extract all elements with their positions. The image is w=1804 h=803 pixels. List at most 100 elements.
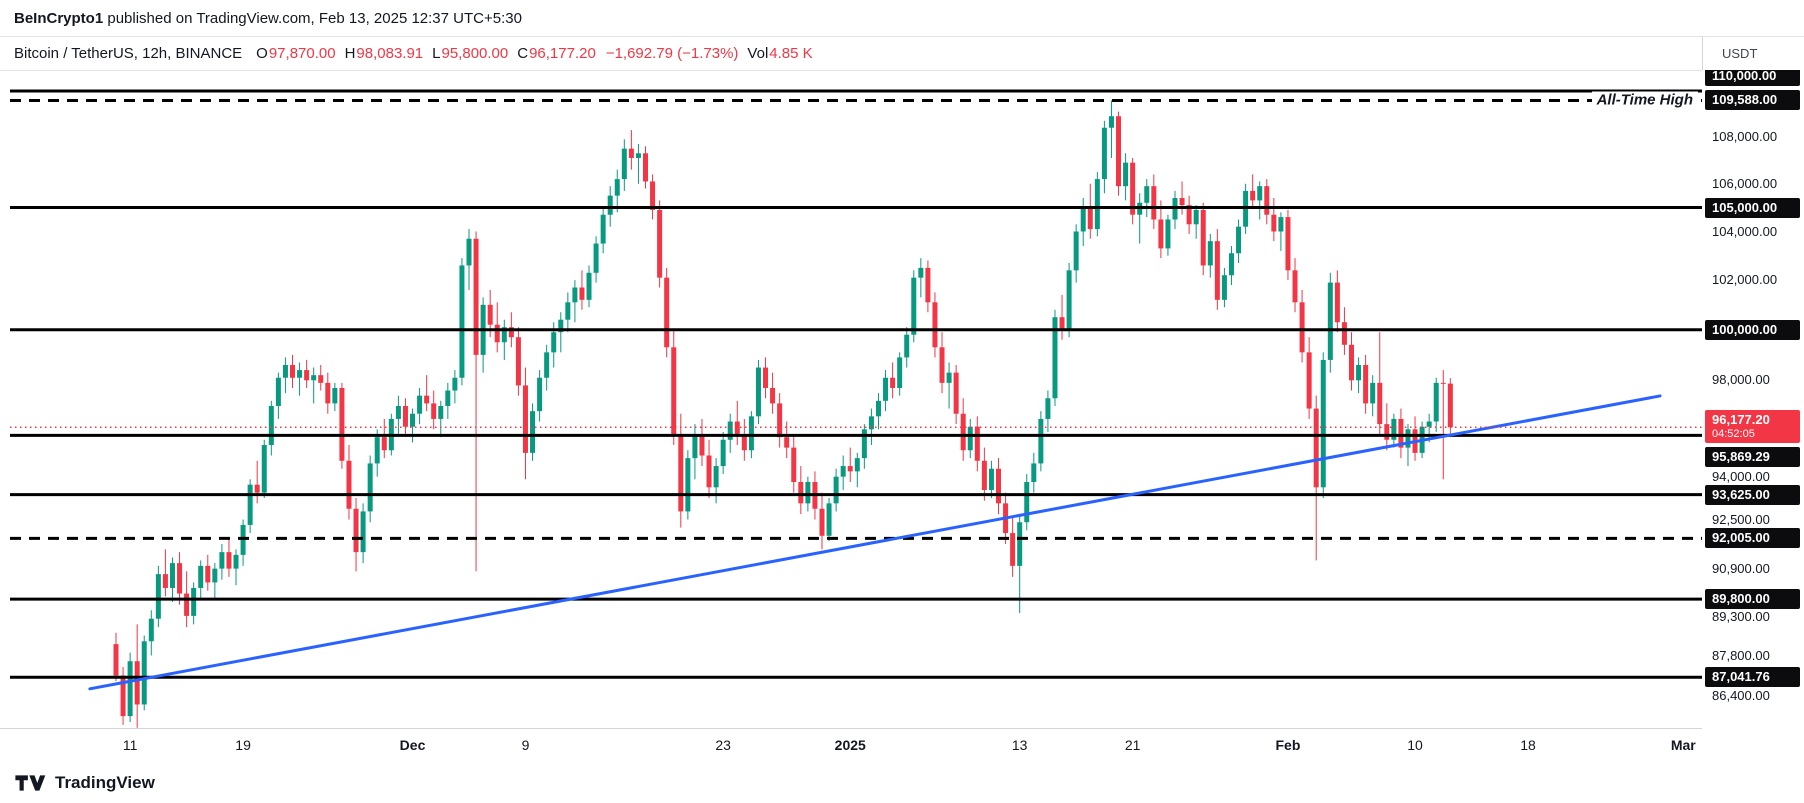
candle-body [268, 405, 274, 446]
candle-body [650, 181, 656, 210]
current-price-badge: 96,177.20 04:52:05 [1705, 410, 1800, 444]
candle-body [1010, 533, 1016, 566]
candle-body [113, 644, 119, 676]
candle-body [120, 675, 126, 717]
candle-body [741, 434, 747, 451]
ohlc-open: O97,870.00 [256, 45, 335, 62]
trendline[interactable] [88, 394, 1662, 691]
candle-body [946, 372, 952, 383]
candle-body [932, 302, 938, 348]
time-axis-label: 21 [1124, 737, 1141, 753]
candle-body [657, 209, 663, 278]
candle-body [1433, 382, 1439, 422]
candle-body [487, 304, 493, 325]
candle-body [1101, 127, 1107, 180]
candle-body [1306, 352, 1312, 409]
candle-body [1356, 365, 1362, 381]
candlestick-series [113, 100, 1453, 728]
candle-body [974, 426, 980, 461]
candle-body [996, 468, 1001, 504]
candle-body [353, 508, 359, 553]
candle-body [381, 437, 387, 451]
candle-body [939, 347, 945, 383]
candle-body [1193, 209, 1199, 225]
change-value: −1,692.79 (−1.73%) [605, 45, 739, 62]
candle-body [537, 377, 543, 412]
candle-body [417, 395, 423, 414]
symbol-title[interactable]: Bitcoin / TetherUS, 12h, BINANCE [14, 45, 243, 62]
legend-separator [0, 70, 1804, 71]
open-label: O [256, 45, 268, 62]
current-price-value: 96,177.20 [1712, 412, 1770, 428]
candle-body [607, 195, 613, 215]
volume-value: 4.85 K [769, 45, 813, 62]
candle-body [565, 302, 571, 320]
candle-body [247, 484, 253, 525]
time-axis-label: 2025 [834, 737, 866, 753]
candle-body [1377, 382, 1383, 425]
attribution-bar: BeInCrypto1 published on TradingView.com… [0, 0, 1804, 37]
candle-body [854, 458, 860, 472]
time-axis-label: 18 [1520, 737, 1536, 753]
candle-body [494, 324, 500, 343]
candle-body [1207, 241, 1213, 266]
candle-body [162, 574, 168, 588]
candle-body [833, 476, 839, 504]
candle-body [148, 618, 154, 642]
candle-body [798, 481, 804, 504]
all-time-high-annotation: All-Time High [1591, 91, 1698, 109]
candle-body [706, 455, 712, 488]
attribution-text: published on TradingView.com, Feb 13, 20… [103, 10, 522, 27]
time-axis[interactable]: 11 19 Dec 9 23 2025 13 21 Feb 10 18 Mar [0, 728, 1804, 762]
time-axis-label: 11 [122, 737, 138, 753]
candle-body [868, 416, 874, 430]
close-label: C [517, 45, 529, 62]
candle-body [1158, 219, 1164, 249]
time-axis-label: Feb [1275, 737, 1301, 753]
candle-body [861, 429, 867, 459]
candle-body [473, 238, 479, 355]
candle-body [177, 563, 183, 594]
candle-body [1151, 186, 1157, 220]
candle-body [1031, 463, 1037, 482]
price-level-badge: 109,588.00 [1705, 90, 1800, 111]
price-tick-label: 89,300.00 [1712, 609, 1770, 625]
candle-body [1426, 421, 1432, 427]
candle-body [791, 447, 797, 482]
candle-body [981, 460, 987, 490]
candle-body [367, 463, 373, 512]
candle-body [1264, 186, 1270, 215]
candle-body [1052, 317, 1058, 399]
price-level-badge: 110,000.00 [1705, 70, 1800, 87]
price-tick-label: 87,800.00 [1712, 647, 1770, 663]
candle-body [402, 405, 408, 427]
candle-body [1108, 116, 1114, 128]
candle-body [628, 148, 634, 158]
candle-body [883, 377, 889, 401]
price-tick-label: 108,000.00 [1712, 129, 1778, 144]
price-axis[interactable]: 108,000.00 106,000.00 104,000.00 102,000.00… [1702, 70, 1804, 762]
ohlc-low: L95,800.00 [432, 45, 508, 62]
volume: Vol4.85 K [747, 45, 812, 62]
tradingview-wordmark[interactable]: TradingView [55, 772, 155, 792]
candle-body [290, 365, 295, 378]
high-label: H [344, 45, 356, 62]
price-level-badge: 100,000.00 [1705, 319, 1800, 340]
candle-body [141, 641, 147, 705]
candle-body [508, 327, 514, 338]
candle-body [1123, 162, 1129, 187]
price-tick-label: 92,500.00 [1712, 511, 1770, 527]
low-label: L [432, 45, 441, 62]
candle-body [600, 214, 606, 244]
candle-body [346, 460, 352, 509]
candle-body [466, 238, 472, 266]
candle-body [1179, 198, 1185, 206]
candle-body [1363, 365, 1369, 404]
candle-body [431, 403, 437, 419]
price-level-badge: 93,625.00 [1705, 484, 1800, 505]
ohlc-high: H98,083.91 [345, 45, 424, 62]
candle-body [763, 367, 769, 388]
tradingview-logo[interactable] [14, 772, 46, 794]
candle-body [304, 370, 310, 381]
